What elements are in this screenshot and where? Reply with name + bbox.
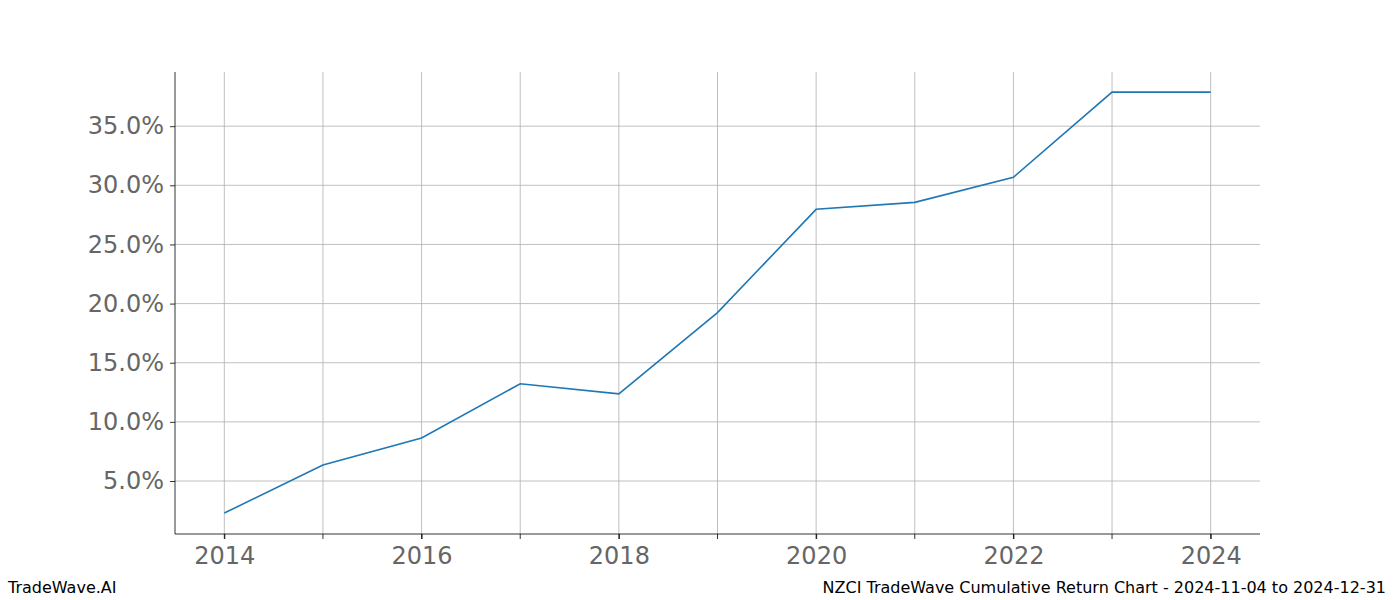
- x-tick-mark: [322, 534, 323, 539]
- x-tick-mark: [618, 534, 619, 539]
- grid-line-y: [175, 185, 1260, 186]
- y-tick: 30.0%: [88, 171, 175, 199]
- x-tick-mark: [422, 534, 423, 539]
- y-tick-mark: [170, 363, 175, 364]
- line: [224, 92, 1210, 513]
- y-tick-mark: [170, 244, 175, 245]
- grid-line-x: [1112, 72, 1113, 534]
- grid-line-x: [1013, 72, 1014, 534]
- x-tick-mark: [1210, 534, 1211, 539]
- grid-line-x: [717, 72, 718, 534]
- x-tick-mark: [1013, 534, 1014, 539]
- x-tick: 2016: [392, 534, 453, 570]
- y-tick-label: 20.0%: [88, 290, 164, 318]
- grid-line-y: [175, 126, 1260, 127]
- y-axis-line: [175, 72, 176, 534]
- x-minor-ticks: [224, 534, 1210, 539]
- x-tick-label: 2022: [983, 542, 1044, 570]
- y-tick-label: 15.0%: [88, 349, 164, 377]
- x-tick-mark: [914, 534, 915, 539]
- x-tick-mark: [1211, 534, 1212, 539]
- x-tick: 2020: [786, 534, 847, 570]
- y-tick-mark: [170, 422, 175, 423]
- x-tick-mark: [1112, 534, 1113, 539]
- y-tick: 15.0%: [88, 349, 175, 377]
- x-tick-mark: [520, 534, 521, 539]
- x-tick: 2024: [1181, 534, 1242, 570]
- y-tick: 10.0%: [88, 408, 175, 436]
- grid-line-y: [175, 481, 1260, 482]
- x-tick-label: 2018: [589, 542, 650, 570]
- y-tick: 20.0%: [88, 290, 175, 318]
- y-tick-label: 10.0%: [88, 408, 164, 436]
- x-tick-mark: [717, 534, 718, 539]
- x-tick-mark: [1013, 534, 1014, 539]
- grid-line-x: [1210, 72, 1211, 534]
- title: NZCI TradeWave Cumulative Return Chart -…: [823, 578, 1386, 597]
- x-axis-line: [175, 534, 1260, 535]
- grid-line-y: [175, 362, 1260, 363]
- y-tick-label: 5.0%: [103, 467, 164, 495]
- grid-line-y: [175, 244, 1260, 245]
- grid-line-x: [914, 72, 915, 534]
- x-tick-mark: [816, 534, 817, 539]
- x-tick-mark: [816, 534, 817, 539]
- x-tick-label: 2024: [1181, 542, 1242, 570]
- grid-line-x: [520, 72, 521, 534]
- y-tick-mark: [170, 126, 175, 127]
- y-tick-mark: [170, 481, 175, 482]
- x-axis: 2014 2016 2018 2020 2022 2024: [175, 534, 1260, 570]
- watermark: TradeWave.AI: [7, 578, 116, 597]
- x-tick-mark: [224, 534, 225, 539]
- y-tick: 5.0%: [103, 467, 175, 495]
- x-tick-mark: [224, 534, 225, 539]
- plot: 5.0%10.0%15.0%20.0%25.0%30.0%35.0%201420…: [88, 72, 1260, 570]
- x-tick-label: 2016: [392, 542, 453, 570]
- y-tick-mark: [170, 304, 175, 305]
- y-axis: 5.0% 10.0% 15.0% 20.0% 25.0% 30.0% 35.0%: [88, 72, 175, 534]
- grid-line-x: [618, 72, 619, 534]
- x-tick: 2014: [194, 534, 255, 570]
- x-tick-mark: [421, 534, 422, 539]
- grid-line-x: [224, 72, 225, 534]
- y-tick-label: 30.0%: [88, 171, 164, 199]
- x-tick: 2022: [983, 534, 1044, 570]
- y-tick-label: 35.0%: [88, 112, 164, 140]
- x-tick-label: 2014: [194, 542, 255, 570]
- grid-line-x: [421, 72, 422, 534]
- series: [224, 92, 1210, 513]
- grid-line-y: [175, 421, 1260, 422]
- grid-line-y: [175, 303, 1260, 304]
- x-tick: 2018: [589, 534, 650, 570]
- y-tick: 25.0%: [88, 231, 175, 259]
- x-tick-label: 2020: [786, 542, 847, 570]
- y-tick-mark: [170, 185, 175, 186]
- grid: [175, 72, 1260, 534]
- grid-line-x: [816, 72, 817, 534]
- chart: 5.0%10.0%15.0%20.0%25.0%30.0%35.0%201420…: [0, 0, 1400, 600]
- x-tick-mark: [619, 534, 620, 539]
- y-tick: 35.0%: [88, 112, 175, 140]
- y-tick-label: 25.0%: [88, 231, 164, 259]
